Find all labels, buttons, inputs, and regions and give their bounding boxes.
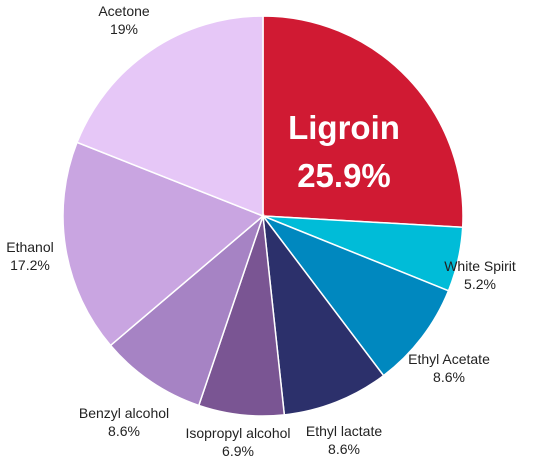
slice-value-ethanol: 17.2% [10,257,50,273]
pie-slice-ethyl-lactate [261,213,385,416]
slice-value-ligroin: 25.9% [297,157,391,194]
slice-label-acetone: Acetone [98,3,150,19]
slice-value-ethyl-acetate: 8.6% [433,369,465,385]
slice-label-ethyl-acetate: Ethyl Acetate [408,351,490,367]
pie-slice-benzyl-alcohol [109,213,265,407]
slice-label-ligroin: Ligroin [288,109,400,146]
slice-value-acetone: 19% [110,21,138,37]
slice-label-ethanol: Ethanol [6,239,53,255]
pie-labels: Ligroin 25.9% White Spirit 5.2% Ethyl Acetat… [6,3,516,459]
pie-slice-ligroin [262,15,464,229]
pie-slice-ethyl-acetate [260,214,450,377]
slice-value-ethyl-lactate: 8.6% [328,441,360,457]
slice-value-white-spirit: 5.2% [464,276,496,292]
slice-label-ethyl-lactate: Ethyl lactate [306,423,382,439]
slice-label-isopropyl-alcohol: Isopropyl alcohol [185,425,290,441]
slice-value-benzyl-alcohol: 8.6% [108,423,140,439]
slice-label-white-spirit: White Spirit [444,258,516,274]
slice-value-isopropyl-alcohol: 6.9% [222,443,254,459]
pie-slices [62,15,464,417]
pie-slice-ethanol [62,141,265,347]
slice-label-benzyl-alcohol: Benzyl alcohol [79,405,169,421]
pie-slice-acetone [76,15,264,218]
